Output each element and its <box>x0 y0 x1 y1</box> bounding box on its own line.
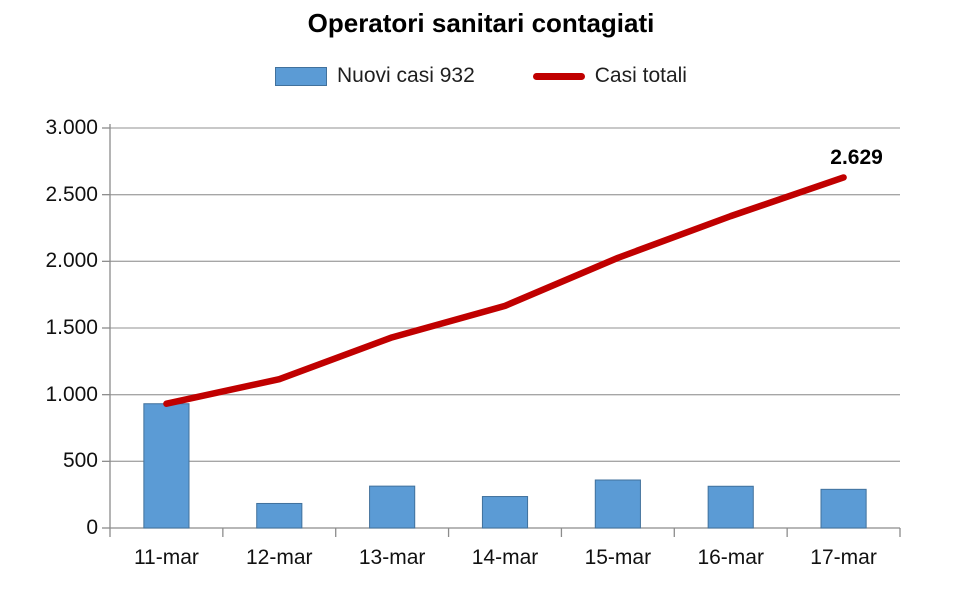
legend-item-casi-totali: Casi totali <box>532 64 687 88</box>
x-axis-tick-label: 17-mar <box>810 546 877 569</box>
y-axis-tick-label: 1.500 <box>45 316 98 339</box>
x-axis-tick-label: 16-mar <box>697 546 764 569</box>
bar-15-mar <box>594 479 641 529</box>
y-axis-tick-label: 2.500 <box>45 182 98 206</box>
x-axis-tick-label: 15-mar <box>584 546 652 569</box>
y-axis: 0 500 1.000 1.500 2.000 2.500 3.000 <box>0 0 98 591</box>
line-end-value-label: 2.629 <box>830 146 883 170</box>
y-axis-tick-label: 0 <box>86 516 98 539</box>
y-axis-tick-label: 3.000 <box>45 116 98 139</box>
bar-13-mar <box>369 485 416 529</box>
bar-16-mar <box>707 485 754 529</box>
y-axis-tick-label: 2.000 <box>45 249 98 273</box>
line-series-swatch-icon <box>532 72 585 80</box>
y-axis-tick-label: 1.000 <box>45 382 98 406</box>
x-axis-tick-label: 13-mar <box>358 546 426 569</box>
legend: Nuovi casi 932 Casi totali <box>0 62 962 90</box>
x-axis-tick-label: 11-mar <box>133 546 199 569</box>
y-axis-tick-label: 500 <box>62 449 98 473</box>
bar-14-mar <box>481 496 529 529</box>
x-axis-tick-label: 14-mar <box>471 546 539 569</box>
bar-12-mar <box>256 502 303 529</box>
x-axis-tick-label: 12-mar <box>246 546 313 569</box>
line-casi-totali <box>163 174 847 407</box>
bar-series-swatch-icon <box>275 66 328 86</box>
chart-title: Operatori sanitari contagiati <box>307 8 655 38</box>
legend-item-nuovi-casi: Nuovi casi 932 <box>275 64 475 88</box>
legend-label-nuovi-casi: Nuovi casi 932 <box>337 64 475 87</box>
bar-17-mar <box>820 488 867 529</box>
legend-label-casi-totali: Casi totali <box>594 64 687 87</box>
